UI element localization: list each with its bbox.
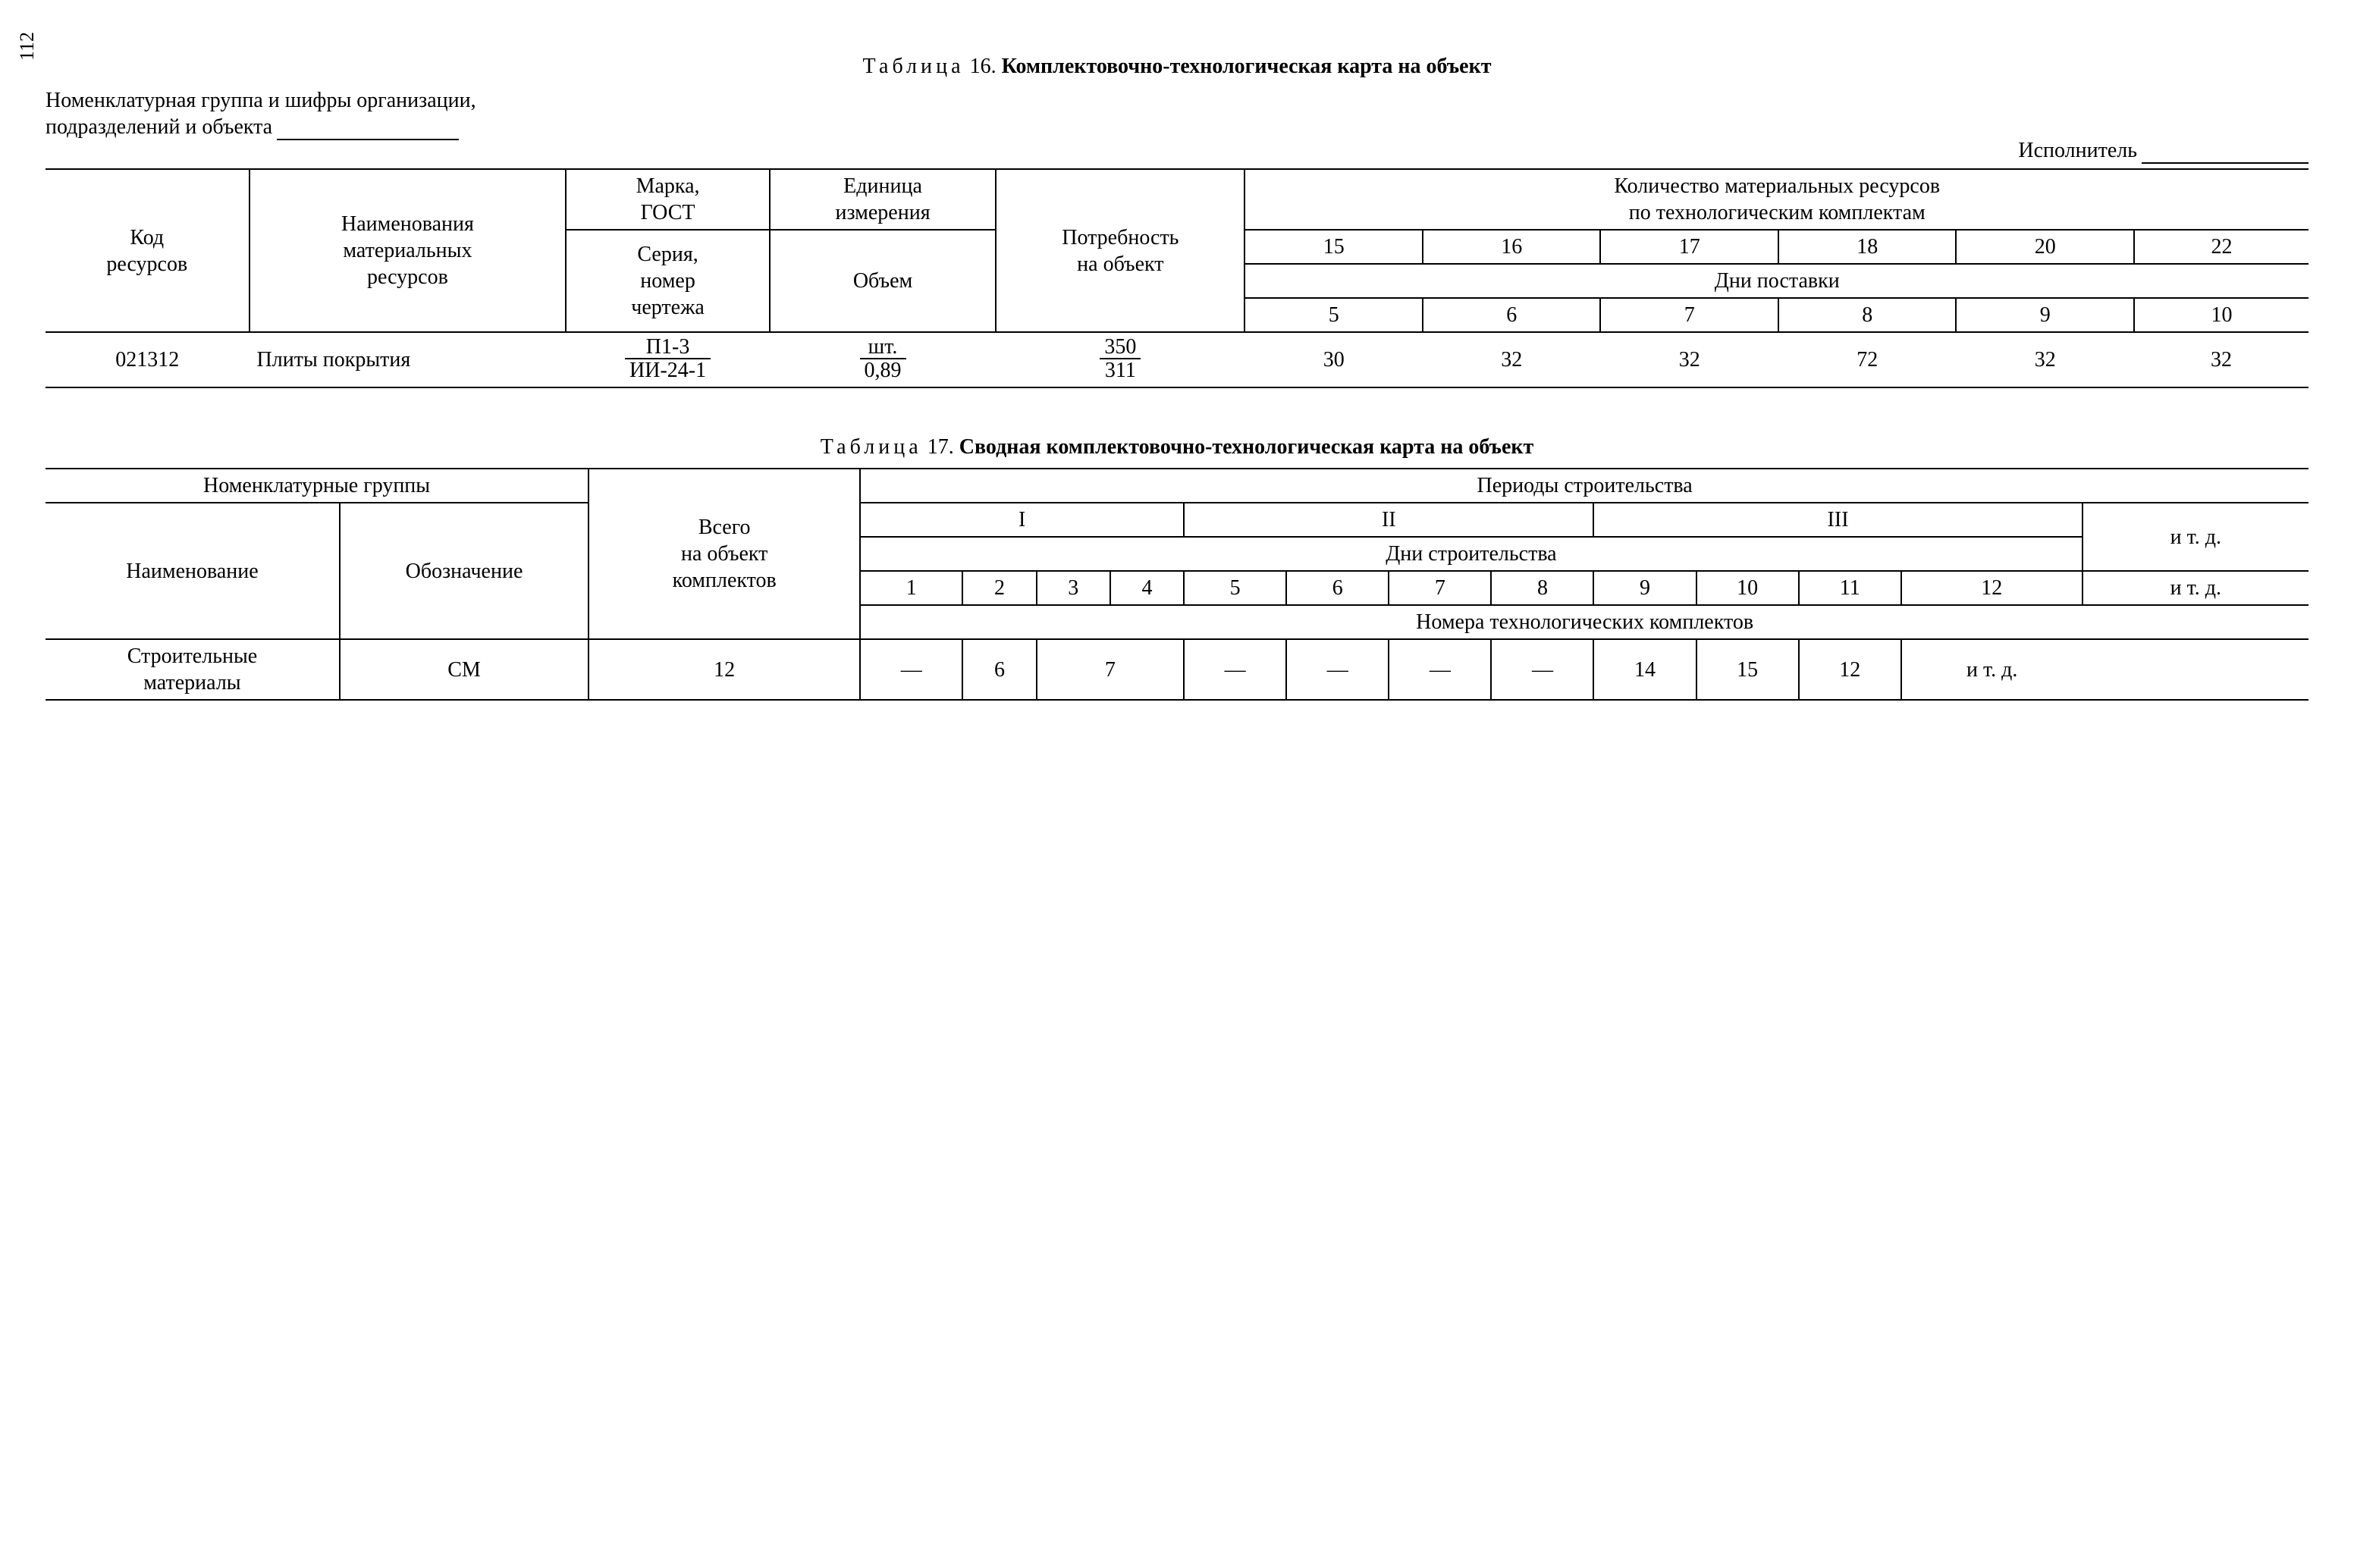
t17-h-pII: II [1184, 503, 1593, 537]
caption-number-17: 17. [927, 435, 954, 459]
t17-d-5: 5 [1184, 571, 1286, 605]
t17-h-days-label: Дни строительства [860, 537, 2082, 571]
t16-day-1: 6 [1423, 298, 1601, 332]
t17-r-v10: 12 [1799, 639, 1901, 700]
t17-d-10: 10 [1696, 571, 1799, 605]
t16-set-3: 18 [1778, 230, 1957, 264]
t17-row: Строительные материалы СМ 12 — 6 7 — — —… [46, 639, 2308, 700]
t17-d-3: 3 [1037, 571, 1110, 605]
t17-r-v5: — [1286, 639, 1389, 700]
t16-r-unit: шт.0,89 [770, 332, 996, 387]
t17-r-v6: — [1389, 639, 1491, 700]
t16-set-2: 17 [1600, 230, 1778, 264]
t16-r-v5: 32 [2134, 332, 2308, 387]
t17-r-v7: — [1491, 639, 1593, 700]
t17-r-v1: — [860, 639, 962, 700]
t17-r-v9: 15 [1696, 639, 1799, 700]
t17-h-total: Всего на объект комплектов [588, 469, 860, 639]
t16-h-unit-top: Единица измерения [770, 169, 996, 230]
t17-h-sets: Номера технологических комплектов [860, 605, 2308, 639]
t17-r-name: Строительные материалы [46, 639, 340, 700]
executor-label: Исполнитель [2018, 137, 2137, 164]
t17-d-1: 1 [860, 571, 962, 605]
t16-r-mark-bot: ИИ-24-1 [625, 359, 711, 381]
table17-caption: Таблица 17. Сводная комплектовочно-техно… [46, 434, 2308, 460]
t16-r-v2: 32 [1600, 332, 1778, 387]
t16-r-mark: П1-3ИИ-24-1 [566, 332, 770, 387]
t17-d-6: 6 [1286, 571, 1389, 605]
t16-r-unit-bot: 0,89 [860, 359, 906, 381]
intro-underline [277, 119, 459, 140]
t16-h-mark-top: Марка, ГОСТ [566, 169, 770, 230]
t16-set-1: 16 [1423, 230, 1601, 264]
t16-r-v0: 30 [1244, 332, 1423, 387]
t16-r-v3: 72 [1778, 332, 1957, 387]
t16-h-code: Код ресурсов [46, 169, 250, 332]
caption-title: Комплектовочно-технологическая карта на … [1002, 55, 1492, 78]
t17-h-desig: Обозначение [340, 503, 588, 639]
caption-title-17: Сводная комплектовочно-технологическая к… [959, 435, 1534, 459]
caption-prefix: Таблица [863, 55, 965, 78]
t16-day-5: 10 [2134, 298, 2308, 332]
t17-r-v2: 6 [962, 639, 1036, 700]
t17-h-pIII: III [1593, 503, 2082, 537]
t16-day-4: 9 [1956, 298, 2134, 332]
caption-number: 16. [970, 55, 997, 78]
t16-h-qty: Количество материальных ресурсов по техн… [1244, 169, 2308, 230]
t16-r-v4: 32 [1956, 332, 2134, 387]
t17-r-total: 12 [588, 639, 860, 700]
t16-set-0: 15 [1244, 230, 1423, 264]
t16-r-v1: 32 [1423, 332, 1601, 387]
t16-r-mark-top: П1-3 [625, 336, 711, 359]
t17-d-11: 11 [1799, 571, 1901, 605]
t17-d-4: 4 [1110, 571, 1184, 605]
t16-set-5: 22 [2134, 230, 2308, 264]
t17-h-etc1: и т. д. [2083, 503, 2308, 571]
t17-r-desig: СМ [340, 639, 588, 700]
t17-d-9: 9 [1593, 571, 1696, 605]
caption-prefix-17: Таблица [821, 435, 922, 459]
table16-caption: Таблица 16. Комплектовочно-технологическ… [46, 53, 2308, 80]
t16-r-need: 350311 [996, 332, 1244, 387]
table17: Номенклатурные группы Всего на объект ко… [46, 468, 2308, 701]
t16-r-unit-top: шт. [860, 336, 906, 359]
intro-line2: подразделений и объекта [46, 114, 272, 140]
t16-h-need: Потребность на объект [996, 169, 1244, 332]
t17-h-pI: I [860, 503, 1184, 537]
t17-d-8: 8 [1491, 571, 1593, 605]
t17-r-v8: 14 [1593, 639, 1696, 700]
t17-d-7: 7 [1389, 571, 1491, 605]
t17-d-2: 2 [962, 571, 1036, 605]
t16-row: 021312 Плиты покрытия П1-3ИИ-24-1 шт.0,8… [46, 332, 2308, 387]
t16-h-name: Наименования материальных ресурсов [250, 169, 567, 332]
t17-r-v3: 7 [1037, 639, 1185, 700]
t17-r-etc: и т. д. [1901, 639, 2083, 700]
t16-r-need-bot: 311 [1100, 359, 1141, 381]
t17-h-etc2: и т. д. [2083, 571, 2308, 605]
table16: Код ресурсов Наименования материальных р… [46, 168, 2308, 388]
intro-line1: Номенклатурная группа и шифры организаци… [46, 87, 2308, 114]
t16-day-2: 7 [1600, 298, 1778, 332]
t16-day-3: 8 [1778, 298, 1957, 332]
t17-h-groups: Номенклатурные группы [46, 469, 588, 503]
page-number: 112 [15, 32, 40, 61]
t16-r-code: 021312 [46, 332, 250, 387]
t16-h-mark-bot: Серия, номер чертежа [566, 230, 770, 332]
t16-days-label: Дни поставки [1244, 264, 2308, 298]
t16-set-4: 20 [1956, 230, 2134, 264]
t16-day-0: 5 [1244, 298, 1423, 332]
t17-d-12: 12 [1901, 571, 2083, 605]
table16-intro: Номенклатурная группа и шифры организаци… [46, 87, 2308, 140]
t16-r-need-top: 350 [1100, 336, 1141, 359]
executor-underline [2142, 143, 2308, 164]
t16-h-unit-bot: Объем [770, 230, 996, 332]
t17-r-v4: — [1184, 639, 1286, 700]
t16-r-name: Плиты покрытия [250, 332, 567, 387]
t17-h-name: Наименование [46, 503, 340, 639]
t17-h-periods: Периоды строительства [860, 469, 2308, 503]
